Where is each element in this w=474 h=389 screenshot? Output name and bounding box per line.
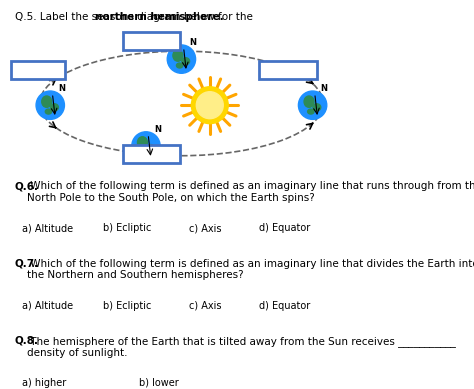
Circle shape xyxy=(36,91,64,119)
Ellipse shape xyxy=(141,150,147,155)
Ellipse shape xyxy=(137,137,147,148)
Text: The hemisphere of the Earth that is tilted away from the Sun receives __________: The hemisphere of the Earth that is tilt… xyxy=(27,336,456,359)
Text: c) Axis: c) Axis xyxy=(189,223,221,233)
Ellipse shape xyxy=(173,50,183,61)
Circle shape xyxy=(132,132,160,160)
FancyBboxPatch shape xyxy=(11,61,65,79)
Text: northern hemisphere.: northern hemisphere. xyxy=(95,12,224,22)
FancyBboxPatch shape xyxy=(123,32,180,49)
Ellipse shape xyxy=(46,109,52,114)
Text: d) Equator: d) Equator xyxy=(259,301,310,310)
Text: b) lower: b) lower xyxy=(139,378,179,388)
FancyBboxPatch shape xyxy=(123,145,180,163)
Text: N: N xyxy=(58,84,65,93)
Text: b) Ecliptic: b) Ecliptic xyxy=(103,301,152,310)
Text: d) Equator: d) Equator xyxy=(259,223,310,233)
Text: c) Axis: c) Axis xyxy=(189,301,221,310)
Ellipse shape xyxy=(176,63,183,68)
Text: a) higher: a) higher xyxy=(22,378,66,388)
FancyBboxPatch shape xyxy=(259,61,317,79)
Ellipse shape xyxy=(51,104,58,111)
Text: N: N xyxy=(189,38,196,47)
Text: b) Ecliptic: b) Ecliptic xyxy=(103,223,152,233)
Ellipse shape xyxy=(304,96,314,107)
Text: Which of the following term is defined as an imaginary line that runs through fr: Which of the following term is defined a… xyxy=(27,181,474,203)
Text: Q.7.: Q.7. xyxy=(15,259,39,269)
Circle shape xyxy=(196,92,223,119)
Text: Q.6.: Q.6. xyxy=(15,181,39,191)
Text: Q.8.: Q.8. xyxy=(15,336,39,346)
Ellipse shape xyxy=(182,58,190,65)
Circle shape xyxy=(167,45,196,73)
Text: N: N xyxy=(154,125,161,134)
Text: N: N xyxy=(320,84,328,93)
Circle shape xyxy=(299,91,327,119)
Text: a) Altitude: a) Altitude xyxy=(22,223,73,233)
Ellipse shape xyxy=(308,109,314,114)
Ellipse shape xyxy=(313,104,321,111)
Text: Q.5. Label the seasons diagram below for the: Q.5. Label the seasons diagram below for… xyxy=(15,12,256,22)
Text: Which of the following term is defined as an imaginary line that divides the Ear: Which of the following term is defined a… xyxy=(27,259,474,280)
Ellipse shape xyxy=(146,145,154,152)
Ellipse shape xyxy=(42,96,52,107)
Circle shape xyxy=(191,87,228,124)
Text: a) Altitude: a) Altitude xyxy=(22,301,73,310)
